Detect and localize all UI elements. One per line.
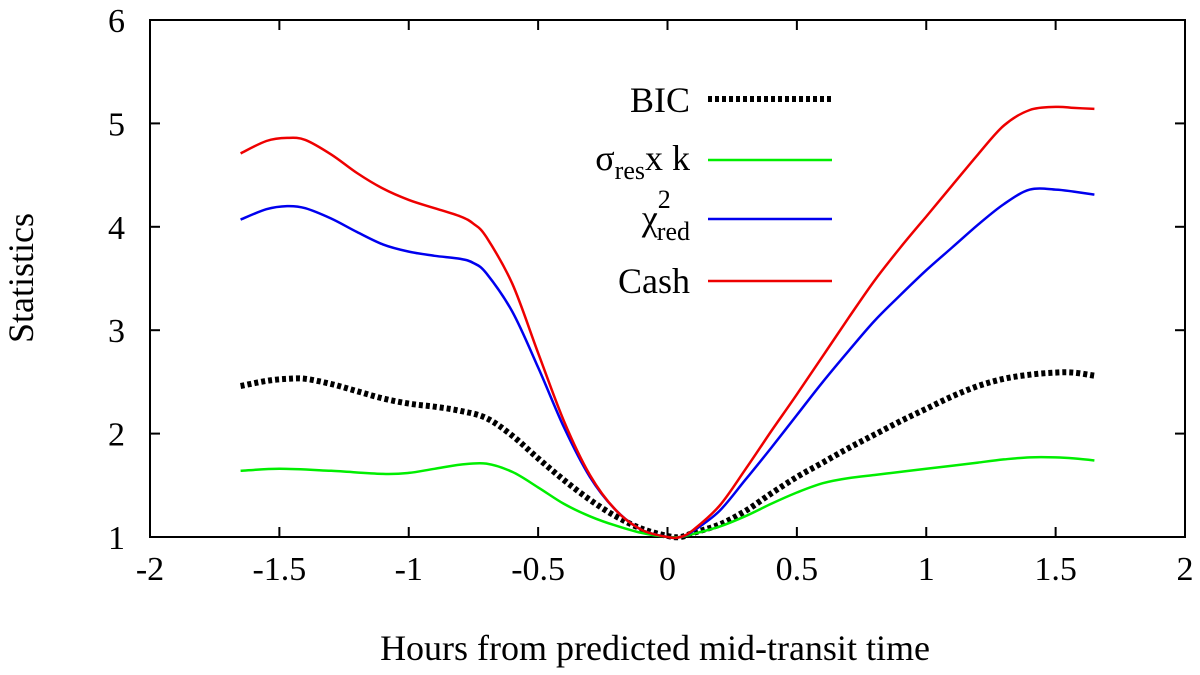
x-tick-label: 1.5 (1034, 551, 1077, 588)
y-tick-label: 4 (108, 210, 125, 247)
x-tick-label: -0.5 (511, 551, 565, 588)
legend-label-bic: BIC (630, 80, 690, 120)
legend-chi-subscript: red (657, 217, 690, 246)
legend-label-sigma: σresx k (595, 138, 690, 185)
legend-label-cash: Cash (618, 261, 690, 301)
series-line-cash (240, 105, 1095, 540)
series-line-bic (240, 369, 1095, 541)
x-tick-label: 0 (659, 551, 676, 588)
y-tick-label: 2 (108, 417, 125, 454)
x-tick-label: 2 (1177, 551, 1194, 588)
legend-sigma-subscript: res (615, 156, 645, 185)
x-tick-label: -1.5 (252, 551, 306, 588)
x-axis-label: Hours from predicted mid-transit time (380, 628, 930, 668)
y-axis-label: Statistics (1, 213, 41, 343)
axis-ticks: -2 -1.5 -1 -0.5 0 0.5 1 1.5 2 1 2 3 4 5 6 (108, 3, 1194, 588)
x-tick-label: 0.5 (776, 551, 819, 588)
x-tick-label: -2 (136, 551, 164, 588)
legend-sigma-tail: x k (645, 138, 690, 178)
y-tick-label: 6 (108, 3, 125, 40)
y-tick-label: 5 (108, 106, 125, 143)
legend: BIC σresx k χ2 red Cash (595, 80, 832, 301)
y-tick-label: 3 (108, 313, 125, 350)
legend-label-chi2: χ2 red (641, 185, 690, 246)
x-tick-label: 1 (918, 551, 935, 588)
y-tick-label: 1 (108, 520, 125, 557)
x-tick-label: -1 (395, 551, 423, 588)
legend-chi-symbol: χ (641, 198, 658, 238)
legend-chi-superscript: 2 (658, 185, 671, 214)
series-layer (240, 105, 1095, 541)
series-line-sigma (240, 455, 1095, 539)
legend-sigma-symbol: σ (595, 138, 614, 178)
